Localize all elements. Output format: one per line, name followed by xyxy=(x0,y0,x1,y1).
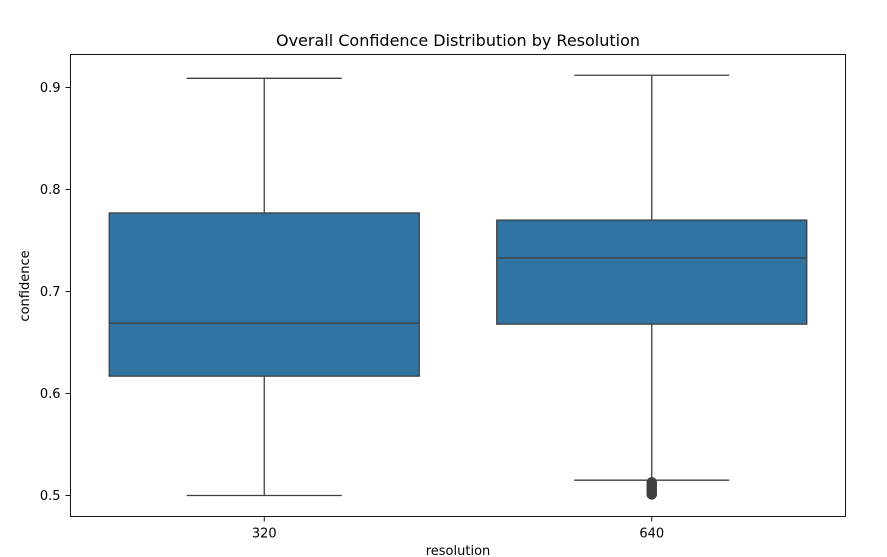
axes-frame xyxy=(70,54,846,517)
box-group-640 xyxy=(496,74,808,500)
y-tick-label: 0.8 xyxy=(40,183,61,198)
y-tick-label: 0.9 xyxy=(40,81,61,96)
chart-title: Overall Confidence Distribution by Resol… xyxy=(276,31,640,50)
x-axis-label: resolution xyxy=(426,544,491,557)
y-axis: 0.5 0.6 0.7 0.8 0.9 xyxy=(40,81,71,504)
x-axis: 320 640 xyxy=(252,516,664,542)
y-tick-label: 0.7 xyxy=(40,285,61,300)
y-tick-label: 0.5 xyxy=(40,489,61,504)
y-tick-label: 0.6 xyxy=(40,387,61,402)
outlier-point xyxy=(646,476,657,488)
iqr-box xyxy=(496,219,808,325)
y-axis-label: confidence xyxy=(18,250,33,321)
plot-area xyxy=(108,74,808,500)
iqr-box xyxy=(108,212,420,377)
x-tick-label: 320 xyxy=(252,527,277,542)
box-group-320 xyxy=(108,77,420,497)
x-tick-label: 640 xyxy=(639,527,664,542)
